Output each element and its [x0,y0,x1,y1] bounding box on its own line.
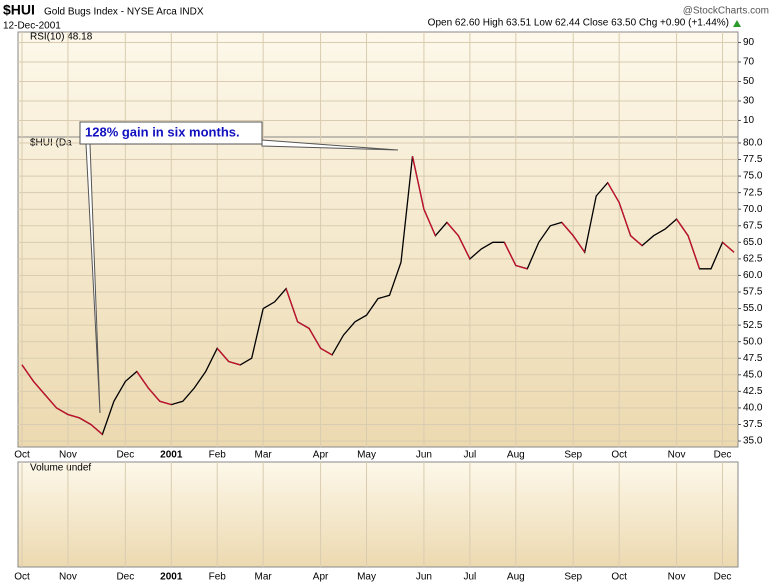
rsi-label: RSI(10) 48.18 [30,32,93,43]
x-tick-label: May [357,572,376,583]
y-tick-label: 42.5 [743,386,763,397]
y-tick-label: 90 [743,37,755,48]
y-tick-label: 70 [743,57,755,68]
panel [17,31,739,448]
down-segment [572,235,586,253]
x-tick-label: Oct [611,450,627,461]
down-segment [515,264,528,270]
down-segment [136,371,149,389]
down-segment [618,202,632,236]
y-tick-label: 67.5 [743,220,763,231]
down-segment [32,380,46,396]
down-segment [44,394,57,409]
down-segment [676,218,689,237]
volume-label: Volume undef [30,463,91,474]
quote: Open 62.60 High 63.51 Low 62.44 Close 63… [428,18,729,29]
down-segment [320,347,333,356]
x-tick-label: Apr [313,572,329,583]
down-segment [285,288,299,323]
annotation-box [79,121,263,145]
down-segment [79,417,92,426]
x-tick-label: Apr [313,450,329,461]
x-tick-label: Feb [209,572,227,583]
x-tick-label: 2001 [160,450,183,461]
down-segment [687,235,701,270]
down-segment [228,360,241,366]
y-tick-label: 77.5 [743,154,763,165]
down-segment [457,235,471,260]
down-segment [147,387,161,402]
x-tick-label: May [357,450,376,461]
annotation: 128% gain in six months. [85,124,240,139]
down-segment [503,242,517,266]
down-segment [297,321,310,329]
x-tick-label: Nov [668,572,686,583]
down-segment [446,222,459,237]
x-tick-label: 2001 [160,572,183,583]
y-tick-label: 30 [743,96,755,107]
y-tick-label: 47.5 [743,353,763,364]
y-tick-label: 35.0 [743,436,763,447]
down-segment [561,222,574,237]
down-segment [56,407,69,416]
x-tick-label: Nov [59,450,77,461]
y-tick-label: 55.0 [743,303,763,314]
down-segment [423,208,437,236]
x-tick-label: Dec [714,450,732,461]
y-tick-label: 60.0 [743,270,763,281]
down-segment [722,241,735,253]
x-tick-label: Jul [463,450,476,461]
y-tick-label: 10 [743,115,755,126]
source: @StockCharts.com [683,6,769,17]
x-tick-label: Nov [59,572,77,583]
y-tick-label: 37.5 [743,419,763,430]
down-segment [411,156,425,210]
volume-panel [17,461,739,568]
down-segment [67,413,80,419]
x-tick-label: Mar [255,450,273,461]
down-segment [630,235,643,247]
x-tick-label: Mar [255,572,273,583]
x-tick-label: Sep [564,572,582,583]
down-segment [216,347,230,362]
y-tick-label: 62.5 [743,254,763,265]
y-tick-label: 52.5 [743,320,763,331]
down-segment [607,182,620,203]
y-tick-label: 70.0 [743,204,763,215]
date: 12-Dec-2001 [3,21,61,32]
x-tick-label: Jul [463,572,476,583]
y-tick-label: 50.0 [743,336,763,347]
y-tick-label: 50 [743,76,755,87]
down-segment [90,423,103,435]
symbol: $HUI [3,2,35,18]
x-tick-label: Aug [507,572,525,583]
x-tick-label: Jun [416,572,432,583]
x-tick-label: Feb [209,450,227,461]
x-tick-label: Oct [14,450,30,461]
x-tick-label: Oct [611,572,627,583]
down-segment [159,400,172,406]
x-tick-label: Oct [14,572,30,583]
x-tick-label: Sep [564,450,582,461]
y-tick-label: 40.0 [743,403,763,414]
y-tick-label: 57.5 [743,287,763,298]
x-tick-label: Dec [116,572,134,583]
y-tick-label: 65.0 [743,237,763,248]
x-tick-label: Dec [714,572,732,583]
x-tick-label: Dec [116,450,134,461]
y-tick-label: 45.0 [743,369,763,380]
x-tick-label: Aug [507,450,525,461]
subtitle: Gold Bugs Index - NYSE Arca INDX [44,7,204,18]
x-tick-label: Nov [668,450,686,461]
down-segment [21,364,35,382]
down-segment [308,328,322,349]
up-arrow [733,20,741,27]
y-tick-label: 72.5 [743,187,763,198]
y-tick-label: 75.0 [743,171,763,182]
y-tick-label: 80.0 [743,138,763,149]
x-tick-label: Jun [416,450,432,461]
